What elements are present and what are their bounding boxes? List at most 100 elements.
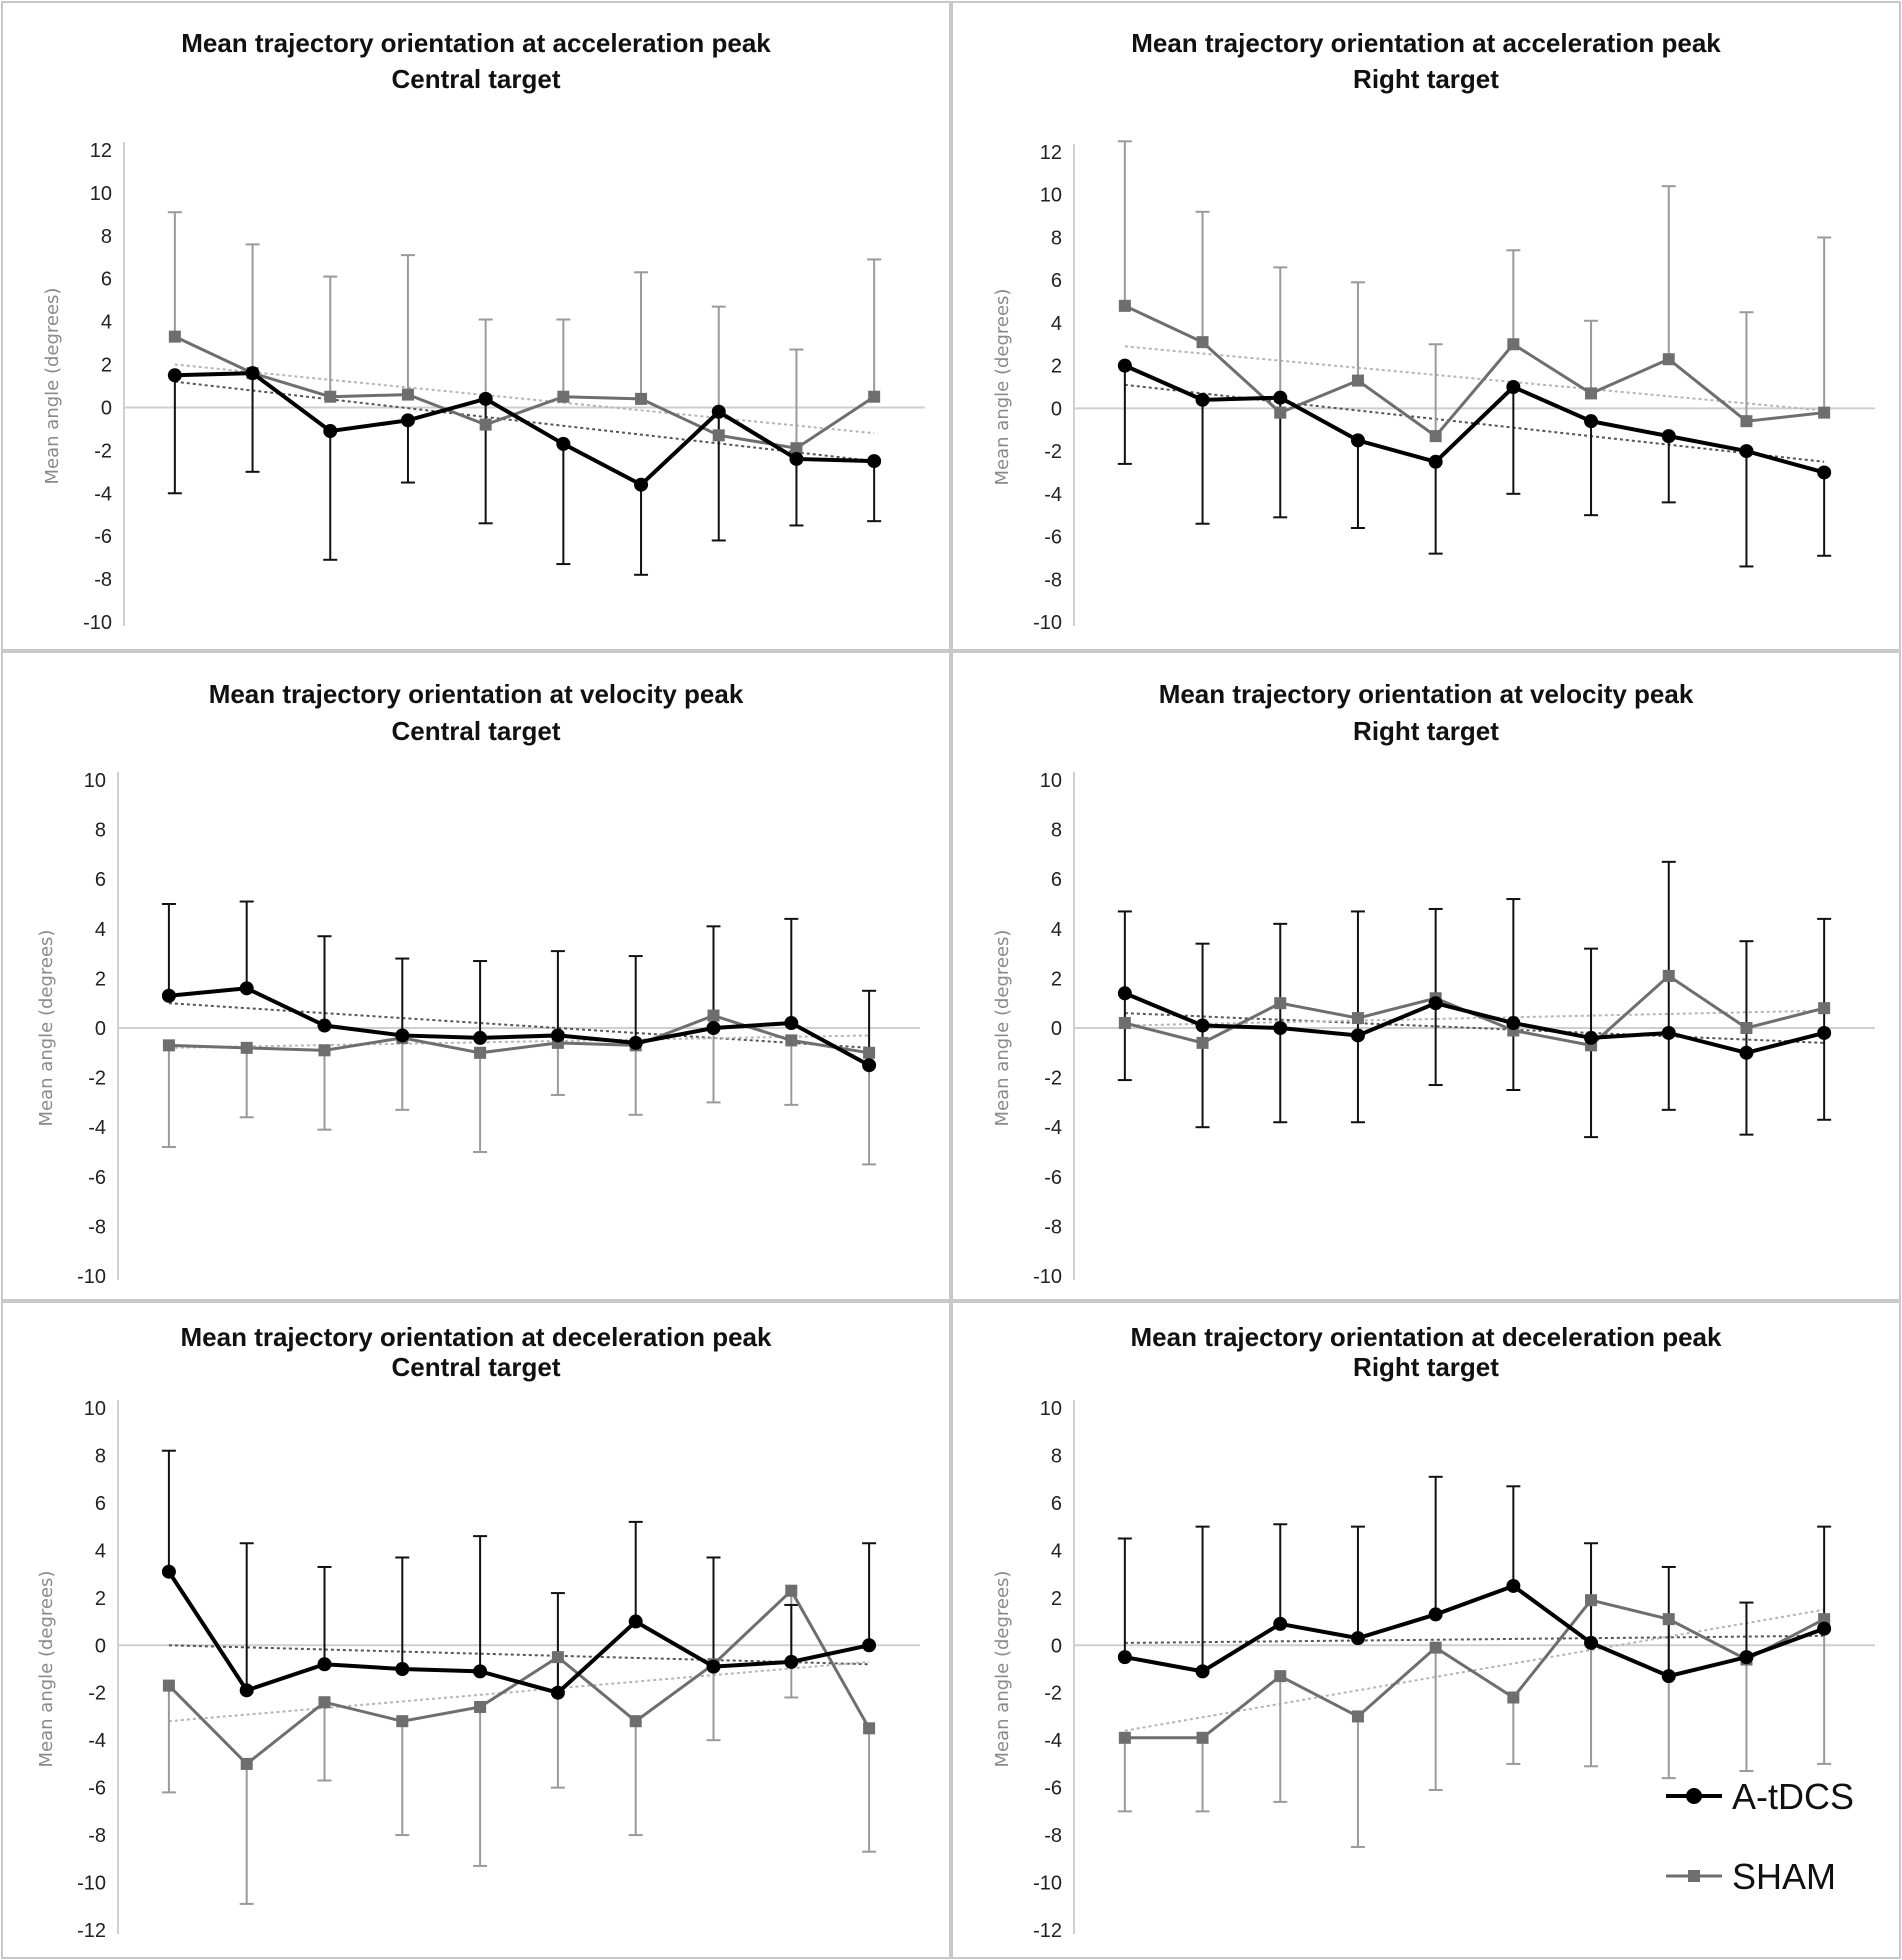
y-tick-label: 6 [95,869,106,891]
data-point-sham [1274,1670,1287,1683]
chart-subtitle: Central target [391,1352,560,1382]
data-point-sham [712,429,725,442]
panel-border [951,1,1901,651]
data-point-sham [1118,1017,1131,1030]
data-point-sham [1351,374,1364,387]
y-tick-label: -8 [1044,1216,1062,1238]
data-point-a-tdcs [1584,1030,1599,1045]
chart-subtitle: Right target [1353,64,1499,94]
data-point-sham [1429,1641,1442,1654]
y-axis-label: Mean angle (degrees) [36,1571,57,1768]
data-point-sham [1351,1710,1364,1723]
trend-line-a-tdcs [1124,1012,1825,1044]
y-tick-label: -4 [88,1730,106,1752]
data-point-a-tdcs [862,1058,877,1073]
chart-panel-2: Mean trajectory orientation at accelerat… [951,1,1901,651]
data-point-a-tdcs [1117,986,1132,1001]
y-tick-label: -2 [1044,441,1062,463]
data-point-a-tdcs [1273,390,1288,405]
data-point-sham [785,1034,798,1047]
data-point-sham [479,418,492,431]
chart-subtitle: Right target [1353,1352,1499,1382]
data-point-a-tdcs [628,1614,643,1629]
data-point-sham [162,1679,175,1692]
y-tick-label: 6 [1051,869,1062,891]
y-tick-label: 4 [101,312,112,334]
data-point-sham [1274,406,1287,419]
y-tick-label: 8 [1051,820,1062,842]
data-point-a-tdcs [400,413,415,428]
y-tick-label: 2 [1051,1588,1062,1610]
y-tick-label: -10 [1033,1266,1062,1288]
data-point-sham [790,442,803,455]
y-tick-label: -12 [1033,1920,1062,1942]
data-point-sham [1118,299,1131,312]
data-point-a-tdcs [628,1035,643,1050]
data-point-a-tdcs [550,1028,565,1043]
data-point-a-tdcs [556,436,571,451]
y-tick-label: -8 [88,1216,106,1238]
data-point-a-tdcs [167,368,182,383]
data-point-a-tdcs [1817,1025,1832,1040]
data-point-a-tdcs [395,1028,410,1043]
y-tick-label: -6 [88,1167,106,1189]
data-point-a-tdcs [1195,1018,1210,1033]
y-tick-label: 6 [1051,1493,1062,1515]
y-tick-label: 8 [101,226,112,248]
data-point-a-tdcs [323,424,338,439]
data-point-a-tdcs [239,1683,254,1698]
y-tick-label: -8 [88,1825,106,1847]
data-point-a-tdcs [1195,392,1210,407]
y-tick-label: 2 [101,355,112,377]
data-point-a-tdcs [1117,358,1132,373]
data-point-a-tdcs [1506,380,1521,394]
y-tick-label: 10 [1040,1398,1062,1420]
data-point-a-tdcs [1273,1021,1288,1035]
chart-panel-5: Mean trajectory orientation at decelerat… [1,1301,951,1959]
data-point-sham [1118,1731,1131,1744]
data-point-sham [401,388,414,401]
data-point-sham [1585,1594,1598,1607]
chart-subtitle: Right target [1353,716,1499,746]
y-tick-label: 4 [95,1540,106,1562]
y-tick-label: -8 [1044,1825,1062,1847]
data-point-a-tdcs [1350,1028,1365,1043]
data-point-sham [629,1715,642,1728]
data-point-sham [168,330,181,343]
y-tick-label: -4 [88,1117,106,1139]
y-tick-label: -8 [94,569,112,591]
data-point-a-tdcs [784,1654,799,1669]
data-point-a-tdcs [1739,1650,1754,1665]
data-point-a-tdcs [317,1018,332,1033]
data-point-a-tdcs [1584,1635,1599,1650]
y-tick-label: -6 [1044,1167,1062,1189]
y-tick-label: 4 [95,919,106,941]
data-point-sham [324,390,337,403]
chart-title: Mean trajectory orientation at accelerat… [181,28,771,58]
y-tick-label: -2 [88,1683,106,1705]
chart-subtitle: Central target [391,64,560,94]
data-point-sham [318,1696,331,1709]
chart-panel-1: Mean trajectory orientation at accelerat… [1,1,951,651]
y-axis-label: Mean angle (degrees) [42,288,63,485]
trend-line-a-tdcs [1124,1634,1825,1644]
y-tick-label: 2 [1051,968,1062,990]
y-tick-label: 0 [95,1018,106,1040]
trend-line-sham [1124,1608,1825,1732]
y-tick-label: 6 [101,269,112,291]
y-tick-label: 0 [1051,1018,1062,1040]
data-point-a-tdcs [1817,1621,1832,1636]
series-line-a-tdcs [167,1570,870,1695]
y-tick-label: 12 [1040,142,1062,164]
data-point-sham [1507,1691,1520,1704]
data-point-sham [240,1757,253,1770]
data-point-a-tdcs [473,1664,488,1679]
data-point-a-tdcs [473,1030,488,1045]
data-point-a-tdcs [1428,1607,1443,1622]
y-tick-label: -2 [88,1068,106,1090]
data-point-sham [474,1046,487,1059]
y-tick-label: -6 [1044,527,1062,549]
trend-line-a-tdcs [168,1644,870,1666]
data-point-sham [1818,1613,1831,1626]
y-tick-label: 10 [1040,770,1062,792]
